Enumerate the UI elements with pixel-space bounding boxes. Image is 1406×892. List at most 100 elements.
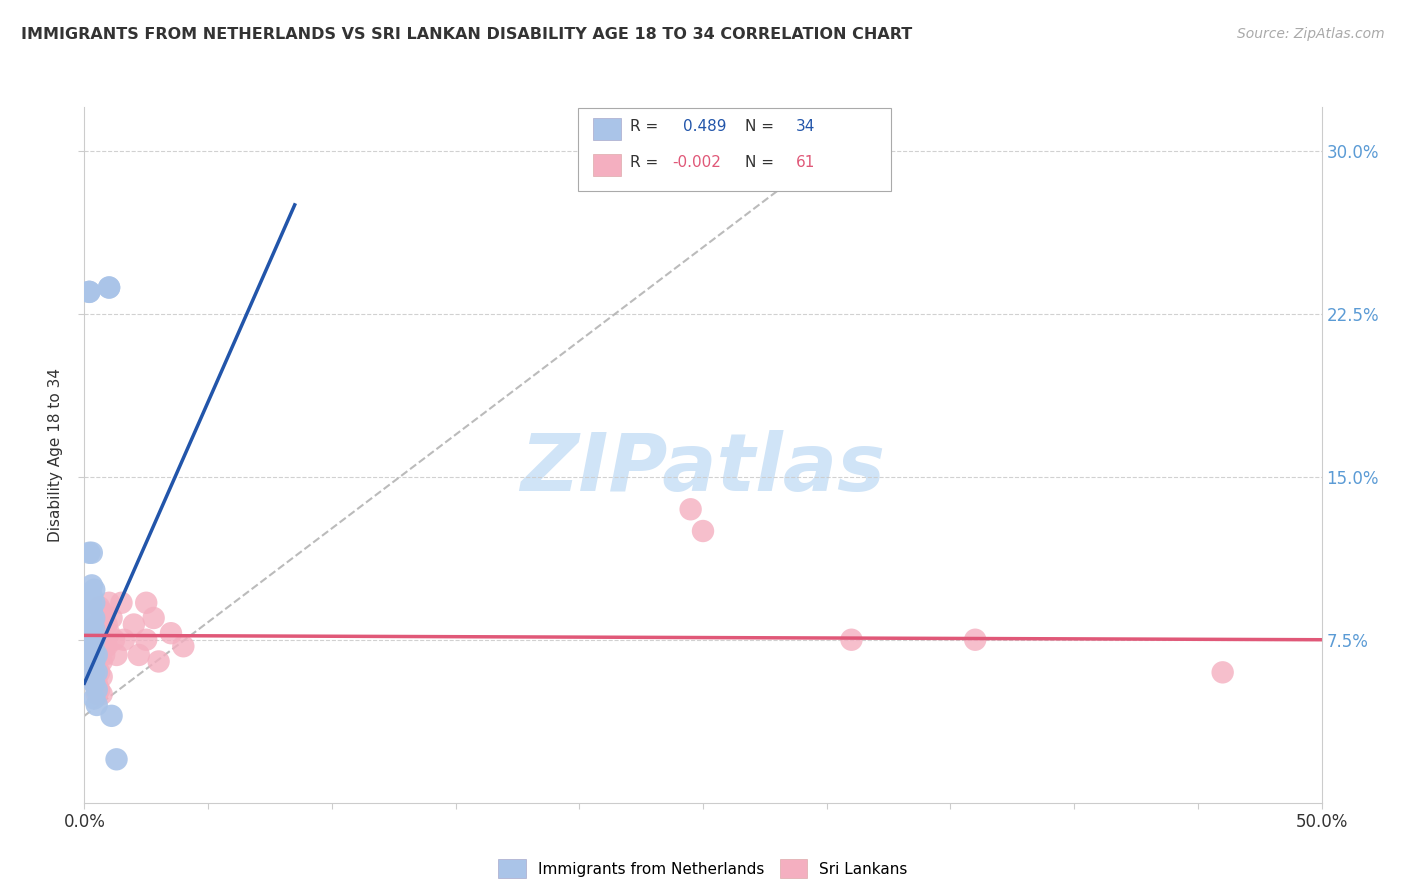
Point — [105, 648, 128, 662]
Point — [79, 639, 101, 653]
Point — [83, 665, 105, 680]
Point — [86, 682, 108, 697]
Point — [83, 648, 105, 662]
Point — [86, 687, 108, 701]
Point — [105, 752, 128, 766]
Point — [89, 682, 111, 697]
Legend: Immigrants from Netherlands, Sri Lankans: Immigrants from Netherlands, Sri Lankans — [491, 852, 915, 886]
Point — [98, 626, 121, 640]
Point — [965, 632, 987, 647]
Point — [90, 655, 112, 669]
Point — [79, 626, 101, 640]
Point — [80, 617, 103, 632]
Point — [86, 665, 108, 680]
Point — [80, 589, 103, 603]
Point — [135, 596, 157, 610]
Point — [83, 632, 105, 647]
Point — [83, 665, 105, 680]
Point — [98, 280, 121, 294]
Point — [93, 611, 115, 625]
Point — [148, 655, 170, 669]
Point — [79, 546, 101, 560]
Text: 0.489: 0.489 — [683, 120, 727, 134]
Point — [83, 622, 105, 636]
Point — [79, 632, 101, 647]
Point — [79, 648, 101, 662]
Point — [98, 280, 121, 294]
Point — [83, 676, 105, 690]
Point — [80, 600, 103, 615]
Point — [98, 596, 121, 610]
Text: -0.002: -0.002 — [672, 155, 721, 169]
Point — [79, 285, 101, 299]
Text: Source: ZipAtlas.com: Source: ZipAtlas.com — [1237, 27, 1385, 41]
Point — [86, 617, 108, 632]
Point — [90, 687, 112, 701]
Point — [110, 596, 132, 610]
Point — [83, 691, 105, 706]
Point — [86, 698, 108, 712]
Point — [83, 655, 105, 669]
Point — [172, 639, 194, 653]
Point — [90, 639, 112, 653]
Point — [83, 596, 105, 610]
Point — [103, 632, 125, 647]
Point — [692, 524, 714, 538]
Point — [112, 632, 135, 647]
Point — [80, 632, 103, 647]
Point — [89, 600, 111, 615]
Point — [80, 605, 103, 619]
Point — [80, 622, 103, 636]
Point — [80, 648, 103, 662]
Point — [86, 648, 108, 662]
Point — [89, 648, 111, 662]
Point — [86, 643, 108, 657]
Point — [100, 708, 122, 723]
Point — [80, 639, 103, 653]
Point — [86, 655, 108, 669]
Point — [83, 611, 105, 625]
Point — [80, 546, 103, 560]
Point — [128, 648, 150, 662]
Text: N =: N = — [745, 155, 775, 169]
Point — [79, 285, 101, 299]
Point — [80, 643, 103, 657]
Point — [80, 622, 103, 636]
Point — [86, 665, 108, 680]
Point — [100, 611, 122, 625]
Text: N =: N = — [745, 120, 775, 134]
Point — [96, 639, 118, 653]
Point — [93, 632, 115, 647]
Point — [89, 665, 111, 680]
Point — [122, 617, 145, 632]
Y-axis label: Disability Age 18 to 34: Disability Age 18 to 34 — [48, 368, 63, 542]
Point — [160, 626, 183, 640]
Point — [80, 650, 103, 665]
Text: 34: 34 — [796, 120, 815, 134]
Point — [90, 670, 112, 684]
Point — [89, 617, 111, 632]
Point — [86, 676, 108, 690]
Point — [83, 582, 105, 597]
Point — [135, 632, 157, 647]
Point — [841, 632, 863, 647]
Point — [80, 626, 103, 640]
Point — [80, 637, 103, 651]
Point — [96, 617, 118, 632]
Point — [90, 622, 112, 636]
Point — [86, 632, 108, 647]
Point — [83, 632, 105, 647]
Point — [83, 639, 105, 653]
Point — [93, 648, 115, 662]
Point — [80, 632, 103, 647]
Text: 61: 61 — [796, 155, 815, 169]
Text: R =: R = — [630, 120, 658, 134]
Point — [679, 502, 702, 516]
Point — [83, 622, 105, 636]
Point — [80, 665, 103, 680]
Text: R =: R = — [630, 155, 658, 169]
Point — [80, 578, 103, 592]
Point — [142, 611, 165, 625]
Point — [1212, 665, 1234, 680]
Point — [83, 643, 105, 657]
